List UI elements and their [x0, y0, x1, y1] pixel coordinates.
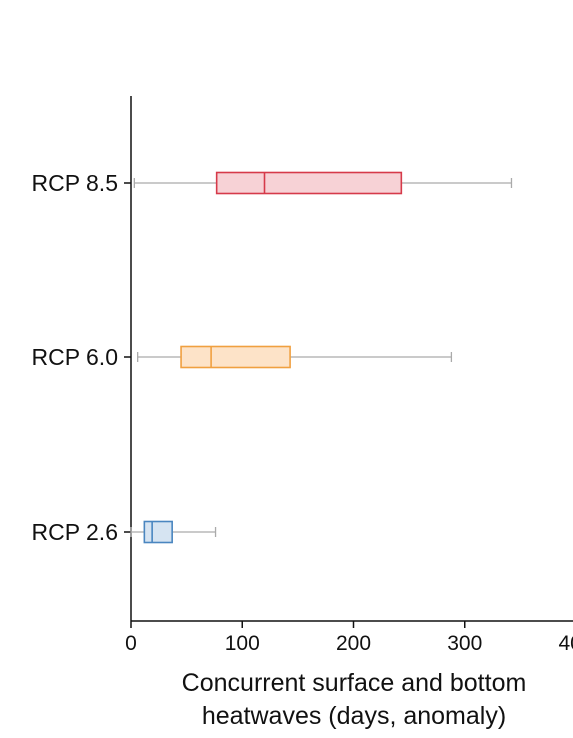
- category-label-rcp-2-6: RCP 2.6: [31, 519, 118, 545]
- x-axis-label-line-2: heatwaves (days, anomaly): [202, 702, 506, 730]
- axis-labels: Concurrent surface and bottom heatwaves …: [182, 669, 527, 730]
- axes: 0 100 200 300 400 RCP 8.5 RCP 6.0 RCP 2.6: [31, 96, 573, 655]
- box-marks: [130, 171, 513, 544]
- x-tick-label-400: 400: [558, 632, 573, 655]
- x-tick-label-100: 100: [225, 632, 260, 655]
- iqr-box-rcp-2-6: [143, 520, 173, 544]
- x-axis-label-line-1: Concurrent surface and bottom: [182, 669, 527, 697]
- iqr-box-rcp-6-0: [180, 345, 291, 369]
- iqr-box-rcp-8-5: [215, 171, 403, 195]
- x-tick-label-300: 300: [447, 632, 482, 655]
- x-tick-label-200: 200: [336, 632, 371, 655]
- category-label-rcp-8-5: RCP 8.5: [31, 170, 118, 196]
- category-label-rcp-6-0: RCP 6.0: [31, 344, 118, 370]
- x-tick-label-0: 0: [125, 632, 137, 655]
